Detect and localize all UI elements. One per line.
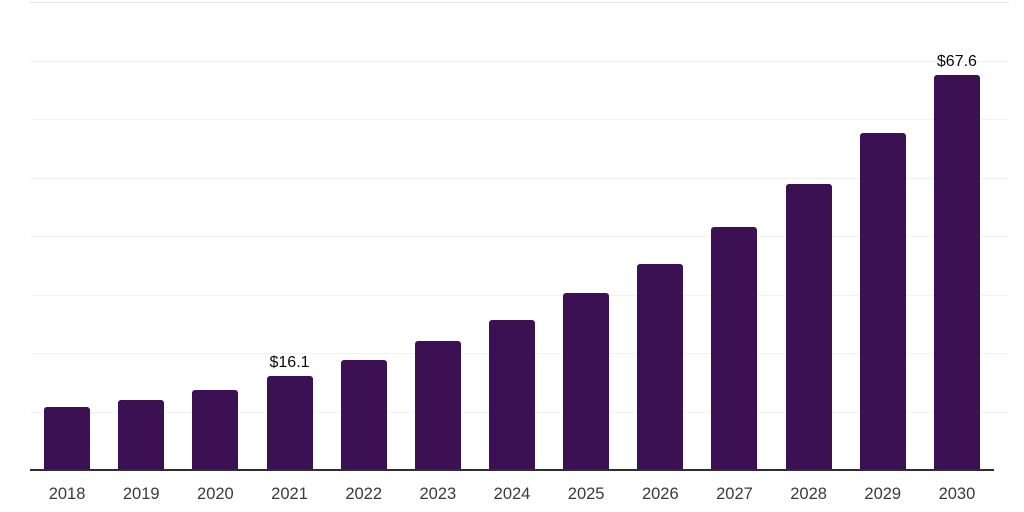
bar-2022 — [340, 360, 387, 470]
gridline-40 — [30, 236, 1009, 237]
gridline-70 — [30, 60, 1009, 62]
x-axis-line — [30, 469, 994, 471]
x-axis-label-2018: 2018 — [48, 485, 86, 503]
bar-2018 — [44, 406, 91, 470]
bar-2025 — [563, 293, 610, 470]
bar-2030 — [933, 74, 980, 470]
bar-2027 — [711, 227, 758, 470]
bar-2024 — [489, 320, 535, 470]
x-axis-label-2022: 2022 — [345, 485, 383, 503]
bar-2023 — [414, 341, 461, 470]
x-axis-label-2027: 2027 — [716, 485, 753, 503]
x-axis-label-2025: 2025 — [567, 485, 605, 503]
x-axis-label-2028: 2028 — [790, 485, 827, 503]
bar-2019 — [118, 399, 165, 470]
gridline-50 — [30, 177, 1009, 179]
x-axis-label-2029: 2029 — [864, 485, 902, 503]
x-axis-label-2023: 2023 — [419, 485, 457, 503]
x-axis-label-2020: 2020 — [197, 485, 234, 503]
gridline-80 — [30, 2, 1009, 3]
data-label-2021: $16.1 — [269, 353, 310, 371]
bar-2020 — [192, 389, 239, 470]
bar-2026 — [637, 264, 684, 470]
data-label-2030: $67.6 — [936, 52, 977, 70]
x-axis-label-2021: 2021 — [271, 485, 308, 503]
x-axis-label-2026: 2026 — [641, 485, 679, 503]
gridline-60 — [30, 119, 1009, 120]
x-axis-label-2030: 2030 — [938, 485, 976, 503]
bar-2028 — [785, 183, 832, 470]
x-axis-label-2024: 2024 — [493, 485, 531, 503]
x-axis-label-2019: 2019 — [122, 485, 160, 503]
bar-2029 — [859, 133, 906, 470]
bar-2021 — [266, 375, 313, 470]
gridline-30 — [30, 294, 1009, 296]
